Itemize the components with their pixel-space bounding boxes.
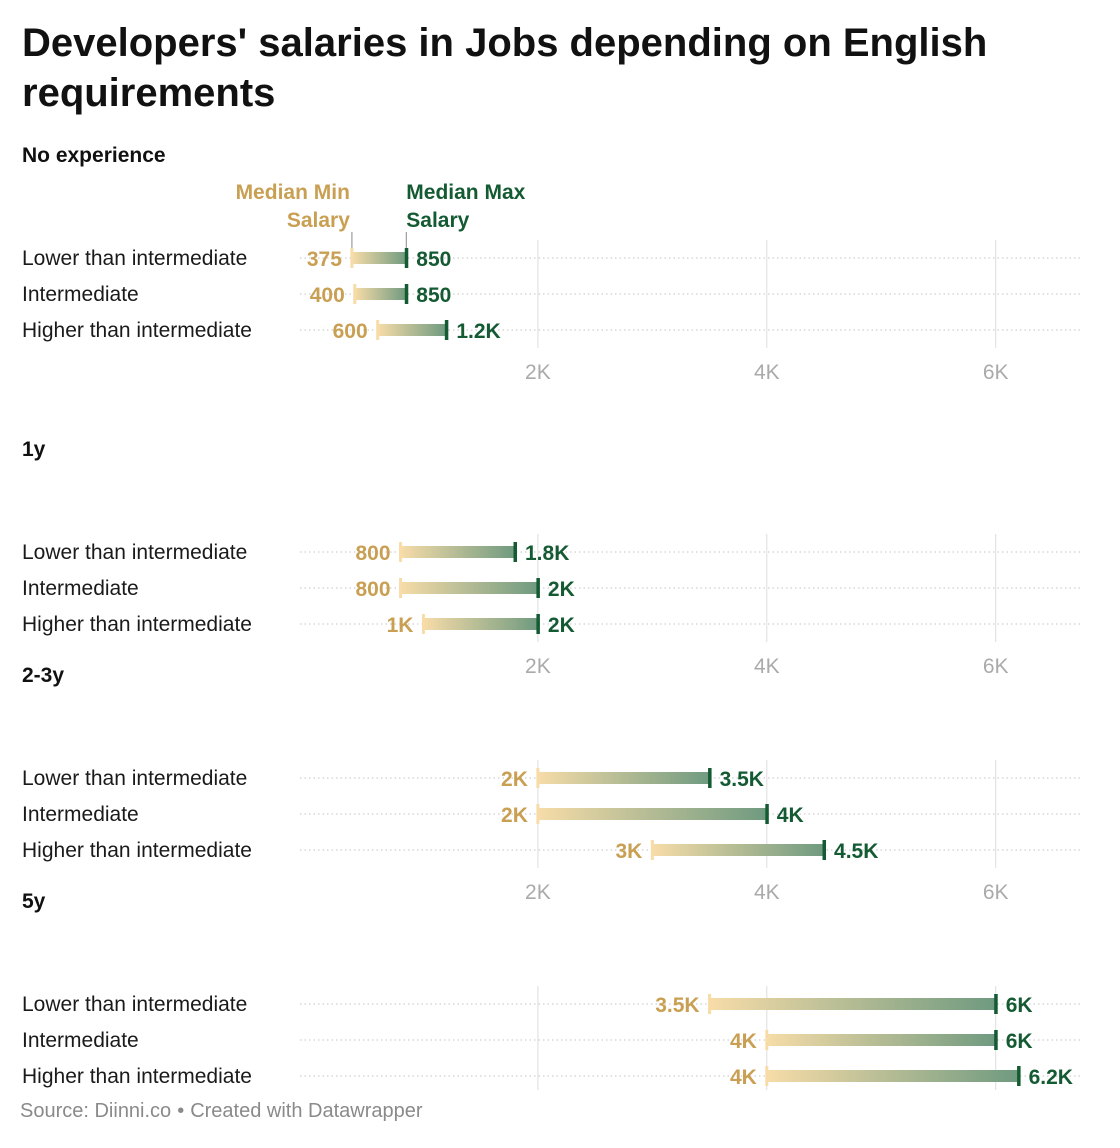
max-value-label: 1.2K [456, 320, 500, 343]
row-label: Higher than intermediate [22, 613, 252, 636]
min-value-label: 2K [501, 768, 528, 791]
range-bar [652, 844, 825, 856]
min-value-label: 1K [387, 614, 414, 637]
row-label: Intermediate [22, 283, 139, 306]
min-marker [421, 614, 425, 634]
panel-title: 1y [22, 438, 46, 461]
range-bar [400, 546, 516, 558]
range-bar [537, 808, 767, 820]
panel-title: No experience [22, 144, 166, 167]
x-tick-label: 4K [754, 881, 780, 904]
max-value-label: 6K [1006, 994, 1033, 1017]
range-chart: No experience Median Min Salary Median Max S… [22, 144, 1080, 1090]
min-value-label: 800 [356, 578, 391, 601]
min-marker [353, 284, 357, 304]
min-marker [536, 768, 540, 788]
row-label: Higher than intermediate [22, 319, 252, 342]
min-marker [350, 248, 354, 268]
min-value-label: 4K [730, 1066, 757, 1089]
row-label: Intermediate [22, 1029, 139, 1052]
panel-2: 2-3y Lower than intermediate 2K 3.5K Interme… [22, 664, 1080, 904]
range-bar [377, 324, 447, 336]
min-marker [399, 578, 403, 598]
min-marker [399, 542, 403, 562]
range-bar [537, 772, 710, 784]
max-marker [708, 768, 712, 788]
max-marker [536, 614, 540, 634]
min-value-label: 4K [730, 1030, 757, 1053]
max-value-label: 850 [416, 248, 451, 271]
row-label: Intermediate [22, 803, 139, 826]
max-value-label: 2K [548, 578, 575, 601]
min-marker [765, 1030, 769, 1050]
max-value-label: 6K [1006, 1030, 1033, 1053]
row-label: Intermediate [22, 577, 139, 600]
max-marker [444, 320, 449, 340]
max-value-label: 4K [777, 804, 804, 827]
max-marker [536, 578, 540, 598]
panel-1: 1y Lower than intermediate 800 1.8K Intermed… [22, 438, 1080, 678]
min-value-label: 600 [333, 320, 368, 343]
range-bar [351, 252, 407, 264]
separator: • [177, 1100, 185, 1122]
range-bar [354, 288, 407, 300]
max-value-label: 2K [548, 614, 575, 637]
range-bar [423, 618, 538, 630]
row-label: Lower than intermediate [22, 541, 247, 564]
max-marker [822, 840, 827, 860]
legend-min-label: Salary [287, 209, 350, 232]
max-value-label: 850 [416, 284, 451, 307]
x-tick-label: 6K [983, 361, 1009, 384]
row-label: Higher than intermediate [22, 1065, 252, 1088]
range-bar [400, 582, 538, 594]
max-marker [765, 804, 769, 824]
x-tick-label: 6K [983, 881, 1009, 904]
min-value-label: 3K [615, 840, 642, 863]
footer: Source: Diinni.co • Created with Datawrapp… [20, 1100, 423, 1123]
max-marker [994, 994, 998, 1014]
max-marker [404, 248, 409, 268]
min-marker [536, 804, 540, 824]
min-marker [708, 994, 712, 1014]
credit-link[interactable]: Created with Datawrapper [190, 1100, 423, 1122]
min-value-label: 375 [307, 248, 342, 271]
min-value-label: 2K [501, 804, 528, 827]
legend-max-label: Median Max [406, 181, 525, 204]
row-label: Lower than intermediate [22, 993, 247, 1016]
x-tick-label: 2K [525, 361, 551, 384]
max-marker [513, 542, 518, 562]
min-marker [765, 1066, 769, 1086]
x-tick-label: 4K [754, 655, 780, 678]
max-value-label: 4.5K [834, 840, 878, 863]
legend-max-label: Salary [406, 209, 469, 232]
panel-0: No experience Median Min Salary Median Max S… [22, 144, 1080, 384]
max-marker [404, 284, 409, 304]
max-marker [1017, 1066, 1021, 1086]
panel-title: 5y [22, 890, 46, 913]
min-marker [650, 840, 654, 860]
range-bar [766, 1034, 996, 1046]
legend-min-label: Median Min [236, 181, 350, 204]
x-tick-label: 4K [754, 361, 780, 384]
min-marker [376, 320, 380, 340]
row-label: Higher than intermediate [22, 839, 252, 862]
panel-3: 5y Lower than intermediate 3.5K 6K Intermedi… [22, 890, 1080, 1090]
range-bar [766, 1070, 1019, 1082]
min-value-label: 3.5K [655, 994, 699, 1017]
range-bar [709, 998, 996, 1010]
source-link[interactable]: Source: Diinni.co [20, 1100, 172, 1122]
max-value-label: 1.8K [525, 542, 569, 565]
x-tick-label: 2K [525, 881, 551, 904]
row-label: Lower than intermediate [22, 247, 247, 270]
panel-title: 2-3y [22, 664, 64, 687]
max-marker [994, 1030, 998, 1050]
x-tick-label: 6K [983, 655, 1009, 678]
min-value-label: 800 [356, 542, 391, 565]
x-tick-label: 2K [525, 655, 551, 678]
max-value-label: 3.5K [720, 768, 764, 791]
min-value-label: 400 [310, 284, 345, 307]
max-value-label: 6.2K [1029, 1066, 1073, 1089]
row-label: Lower than intermediate [22, 767, 247, 790]
chart-title: Developers' salaries in Jobs depending o… [22, 21, 988, 115]
